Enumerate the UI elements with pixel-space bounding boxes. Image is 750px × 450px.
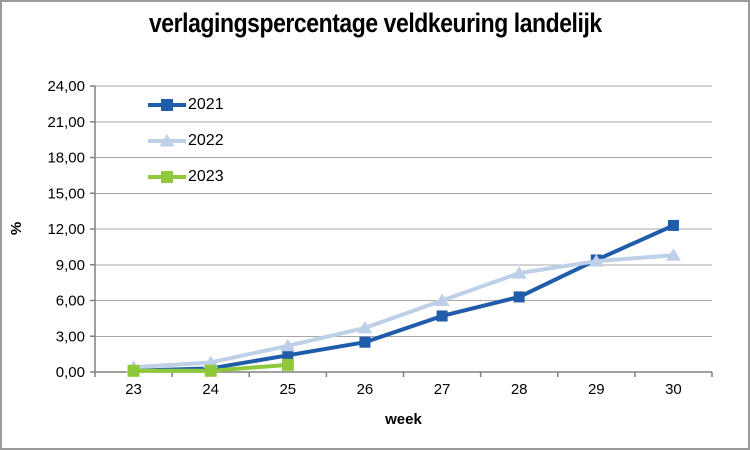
legend-marker-square xyxy=(161,171,173,183)
chart-title: verlagingspercentage veldkeuring landeli… xyxy=(2,8,748,39)
y-tick-label: 9,00 xyxy=(56,257,85,274)
marker-square-2023 xyxy=(281,358,294,371)
marker-triangle-2022 xyxy=(665,248,681,261)
marker-triangle-2022 xyxy=(434,293,450,306)
x-tick-label: 30 xyxy=(665,381,682,398)
marker-square-2021 xyxy=(359,336,371,348)
y-tick-label: 21,00 xyxy=(47,114,85,131)
y-tick-label: 18,00 xyxy=(47,150,85,167)
marker-square-2021 xyxy=(436,310,448,322)
y-tick-label: 6,00 xyxy=(56,293,85,310)
x-tick-label: 25 xyxy=(279,381,296,398)
y-tick-label: 12,00 xyxy=(47,221,85,238)
marker-triangle-2022 xyxy=(511,266,527,279)
y-tick-label: 24,00 xyxy=(47,78,85,95)
legend-swatch-square xyxy=(148,171,186,183)
y-tick-label: 15,00 xyxy=(47,185,85,202)
y-axis-title: % xyxy=(8,221,26,236)
x-tick-label: 27 xyxy=(434,381,451,398)
series-line-2021 xyxy=(131,223,676,373)
legend-label: 2021 xyxy=(188,96,224,113)
marker-triangle-2022 xyxy=(280,338,296,352)
x-tick-label: 24 xyxy=(202,381,219,398)
marker-square-2021 xyxy=(513,291,525,303)
x-tick-label: 23 xyxy=(125,381,142,398)
x-axis-title: week xyxy=(385,411,422,428)
x-tick-label: 28 xyxy=(511,381,528,398)
legend: 2021 2022 2023 xyxy=(148,94,224,202)
legend-item-2023: 2023 xyxy=(148,166,224,188)
marker-square-2023 xyxy=(204,364,217,377)
x-tick-label: 26 xyxy=(357,381,374,398)
series-line-2022 xyxy=(131,253,676,370)
legend-label: 2022 xyxy=(188,132,224,149)
legend-swatch-triangle xyxy=(148,134,186,147)
marker-square-2021 xyxy=(282,349,294,361)
legend-marker-triangle xyxy=(159,134,175,147)
x-tick-label: 29 xyxy=(588,381,605,398)
marker-square-2021 xyxy=(667,219,679,231)
chart-title-text: verlagingspercentage veldkeuring landeli… xyxy=(148,8,602,38)
legend-marker-square xyxy=(161,99,173,111)
y-tick-label: 3,00 xyxy=(56,328,85,345)
marker-triangle-2022 xyxy=(588,254,604,267)
legend-item-2021: 2021 xyxy=(148,94,224,116)
marker-triangle-2022 xyxy=(357,320,373,334)
marker-square-2023 xyxy=(127,364,140,377)
legend-label: 2023 xyxy=(188,168,224,185)
y-tick-label: 0,00 xyxy=(56,364,85,381)
legend-swatch-square xyxy=(148,99,186,111)
legend-item-2022: 2022 xyxy=(148,130,224,152)
